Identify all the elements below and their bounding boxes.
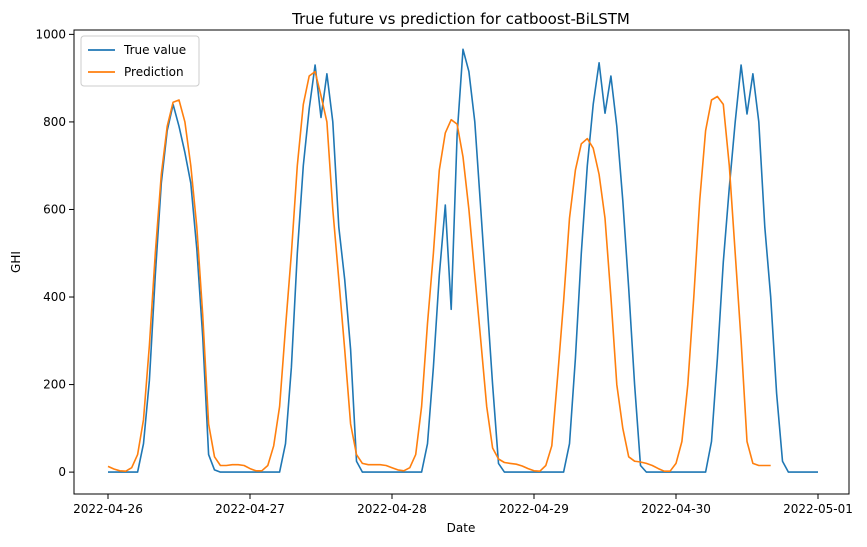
x-tick-label: 2022-04-30 bbox=[641, 502, 711, 516]
legend-box bbox=[80, 35, 200, 87]
y-axis-label: GHI bbox=[9, 251, 23, 273]
x-tick-label: 2022-04-29 bbox=[499, 502, 569, 516]
x-tick-label: 2022-04-27 bbox=[215, 502, 285, 516]
chart-title: True future vs prediction for catboost-B… bbox=[291, 10, 630, 28]
legend-label-2: Prediction bbox=[124, 65, 184, 79]
x-tick-label: 2022-04-26 bbox=[73, 502, 143, 516]
y-tick-label: 800 bbox=[43, 115, 66, 129]
y-axis-ticks: 0 200 400 600 800 1000 bbox=[35, 27, 74, 479]
y-tick-label: 0 bbox=[58, 465, 66, 479]
series-line-1 bbox=[108, 48, 818, 473]
plot-series bbox=[107, 48, 818, 473]
x-tick-label: 2022-04-28 bbox=[357, 502, 427, 516]
y-tick-label: 400 bbox=[43, 290, 66, 304]
y-tick-label: 1000 bbox=[35, 27, 66, 41]
legend-label-1: True value bbox=[123, 43, 186, 57]
y-tick-label: 200 bbox=[43, 378, 66, 392]
x-axis-ticks: 2022-04-26 2022-04-27 2022-04-28 2022-04-29… bbox=[73, 494, 853, 516]
legend: True value Prediction bbox=[80, 35, 200, 87]
y-tick-label: 600 bbox=[43, 202, 66, 216]
plot-frame bbox=[73, 29, 850, 495]
series-line-2 bbox=[107, 70, 771, 473]
x-axis-label: Date bbox=[447, 521, 476, 535]
x-tick-label: 2022-05-01 bbox=[783, 502, 853, 516]
